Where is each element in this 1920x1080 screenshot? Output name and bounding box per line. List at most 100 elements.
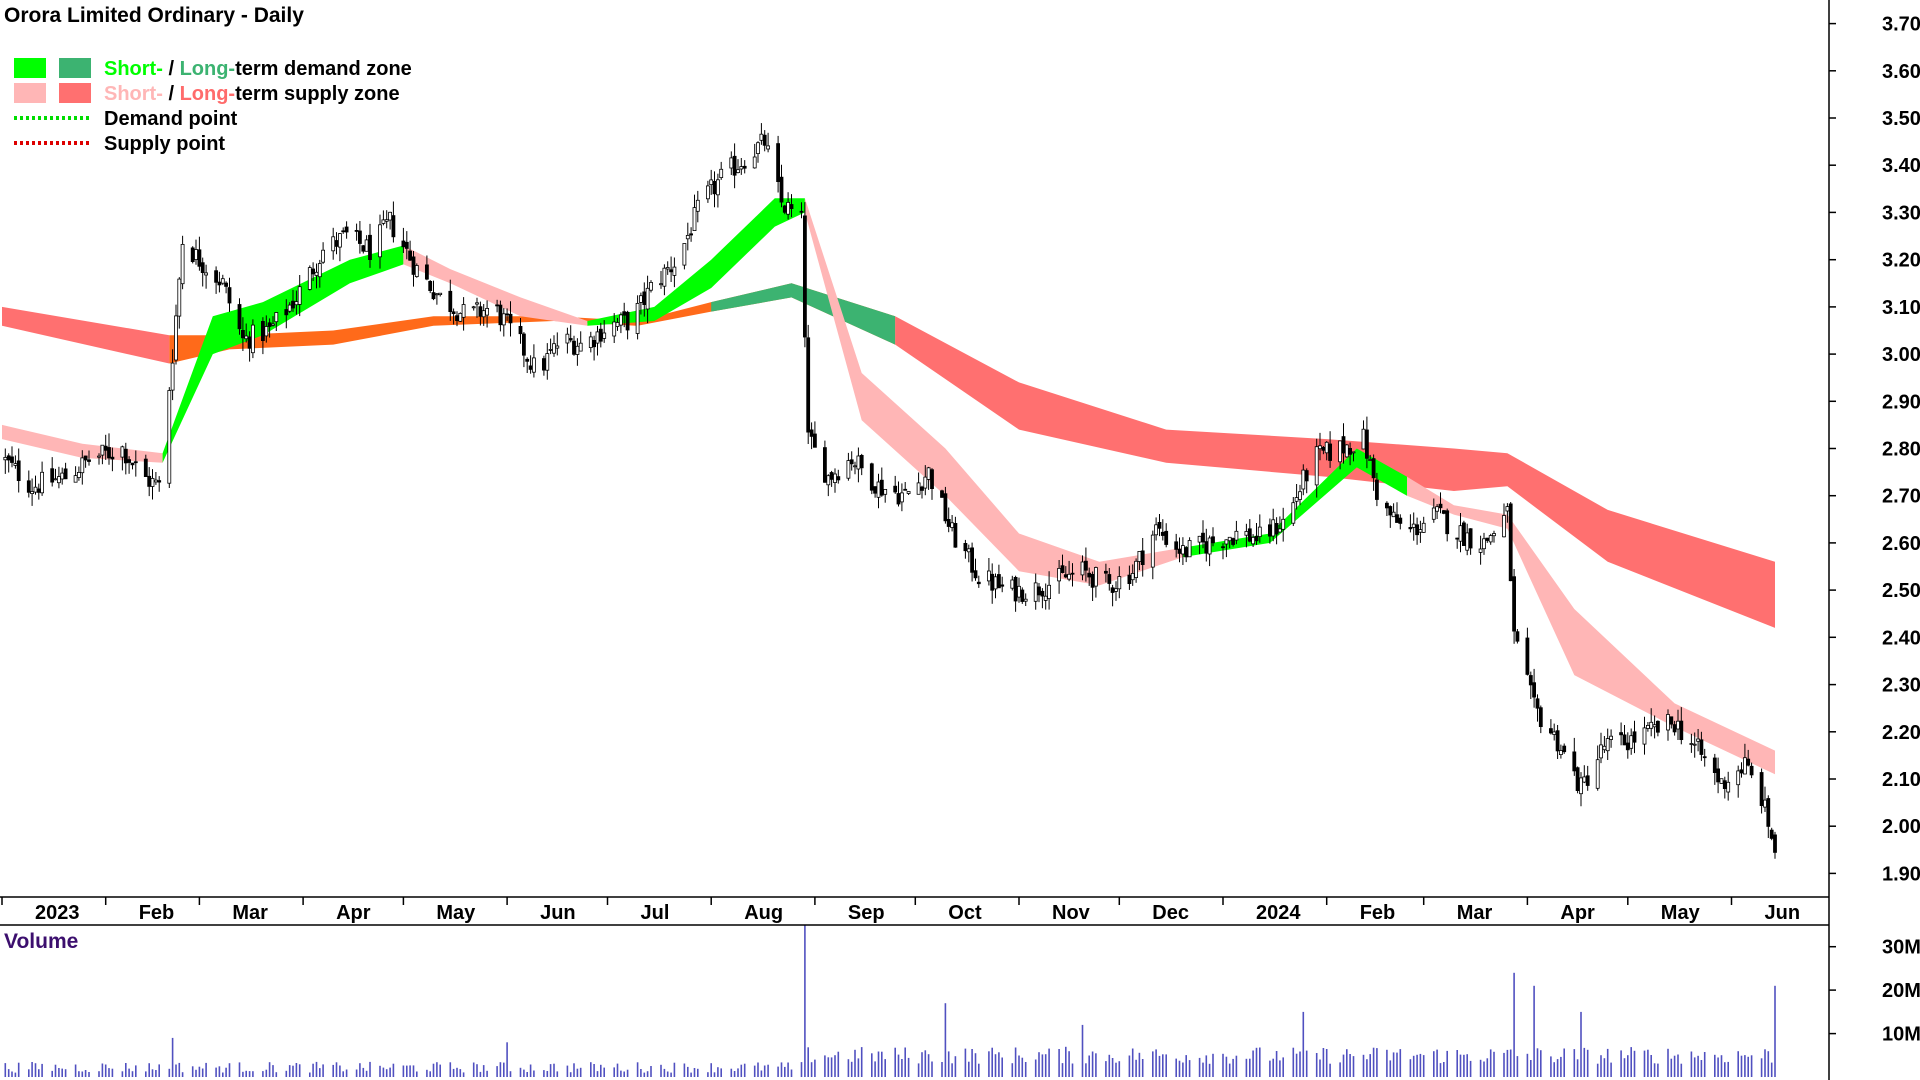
candle xyxy=(1298,484,1302,506)
candle xyxy=(344,221,349,239)
month-tick-label: 2024 xyxy=(1256,902,1301,924)
price-tick-label: 2.80 xyxy=(1882,439,1920,461)
candle xyxy=(1134,558,1138,583)
candle xyxy=(1187,537,1192,558)
price-tick-label: 2.30 xyxy=(1882,675,1920,697)
candle xyxy=(197,236,202,271)
candle xyxy=(619,312,623,334)
candle xyxy=(428,280,433,294)
month-tick-label: Dec xyxy=(1152,902,1189,924)
candle xyxy=(1157,514,1162,537)
candle xyxy=(448,279,453,321)
candle xyxy=(916,472,921,495)
month-tick-label: Jun xyxy=(540,902,576,924)
candle xyxy=(779,164,784,208)
candle xyxy=(1174,533,1179,558)
candle xyxy=(672,257,677,288)
candle xyxy=(826,474,831,497)
candle xyxy=(548,338,553,355)
short-term-supply-zone-d xyxy=(1407,476,1775,775)
candle xyxy=(508,301,513,337)
candle xyxy=(1130,564,1135,586)
price-tick-label: 2.00 xyxy=(1882,816,1920,838)
candle xyxy=(1070,563,1075,587)
candle xyxy=(1766,795,1771,838)
candle xyxy=(518,318,523,344)
candle xyxy=(1294,484,1299,510)
candle xyxy=(1247,519,1252,543)
time-axis: 2023 Feb Mar Apr May Jun Jul Aug Sep Oct Nov Dec 202… xyxy=(1,897,1800,924)
price-tick-label: 3.10 xyxy=(1882,297,1920,319)
candle xyxy=(1462,520,1466,547)
month-tick-label: Jul xyxy=(641,902,670,924)
candle xyxy=(1743,743,1747,775)
candle xyxy=(1140,538,1145,577)
legend: Short- / Long-term demand zone Short- / L… xyxy=(14,58,412,155)
candle xyxy=(993,573,998,599)
candle xyxy=(174,304,178,365)
candle xyxy=(1656,720,1660,737)
candle xyxy=(143,454,148,478)
candle xyxy=(1712,753,1717,785)
candle xyxy=(150,469,155,500)
candle xyxy=(1047,571,1051,610)
candle xyxy=(83,455,88,468)
price-tick-label: 2.70 xyxy=(1882,486,1920,508)
legend-label: Short- / Long-term supply zone xyxy=(104,83,400,105)
candle xyxy=(602,320,607,343)
candle xyxy=(756,141,760,163)
candle xyxy=(10,446,14,468)
candle xyxy=(1719,778,1724,784)
short-term-supply-zone-b xyxy=(403,245,588,326)
candle xyxy=(742,160,747,174)
candle xyxy=(1040,588,1045,609)
candle xyxy=(706,180,710,203)
candle xyxy=(461,297,466,331)
candle xyxy=(762,130,767,152)
month-tick-label: 2023 xyxy=(35,902,80,924)
candle xyxy=(311,262,316,281)
candle xyxy=(1281,507,1286,542)
candle xyxy=(297,275,302,317)
month-tick-label: Oct xyxy=(948,902,982,924)
candle xyxy=(1435,504,1439,519)
volume-axis: 30M 20M 10M xyxy=(1829,937,1920,1046)
candle xyxy=(63,462,68,480)
candle xyxy=(806,324,811,444)
price-tick-label: 3.20 xyxy=(1882,250,1920,272)
price-tick-label: 2.20 xyxy=(1882,722,1920,744)
candle xyxy=(1023,593,1028,606)
candle xyxy=(1726,771,1731,801)
candle xyxy=(1344,444,1349,458)
candle xyxy=(200,257,205,287)
candle xyxy=(1421,516,1426,533)
price-tick-label: 2.40 xyxy=(1882,627,1920,649)
candle xyxy=(73,466,78,483)
price-tick-label: 2.10 xyxy=(1882,769,1920,791)
volume-tick-label: 30M xyxy=(1882,937,1920,959)
candle xyxy=(1692,732,1697,758)
month-tick-label: Feb xyxy=(1360,902,1396,924)
long-term-supply-zone-early xyxy=(2,306,170,364)
candle xyxy=(1595,745,1600,791)
month-tick-label: May xyxy=(1661,902,1701,924)
price-tick-label: 3.70 xyxy=(1882,14,1920,36)
candle xyxy=(592,335,596,361)
candle xyxy=(368,223,372,268)
candle xyxy=(357,221,362,254)
candle xyxy=(220,274,225,286)
candle xyxy=(1532,668,1536,708)
candle xyxy=(1669,716,1674,729)
candle xyxy=(274,312,279,331)
candle xyxy=(53,468,58,481)
candle xyxy=(1478,535,1483,565)
candle xyxy=(107,433,111,465)
candle xyxy=(836,469,841,484)
candle xyxy=(1759,768,1764,814)
candle xyxy=(1535,694,1540,722)
candle xyxy=(1244,523,1249,548)
candle xyxy=(1375,472,1379,507)
candle xyxy=(1458,513,1463,553)
candle xyxy=(1391,503,1396,518)
candle xyxy=(30,478,35,506)
